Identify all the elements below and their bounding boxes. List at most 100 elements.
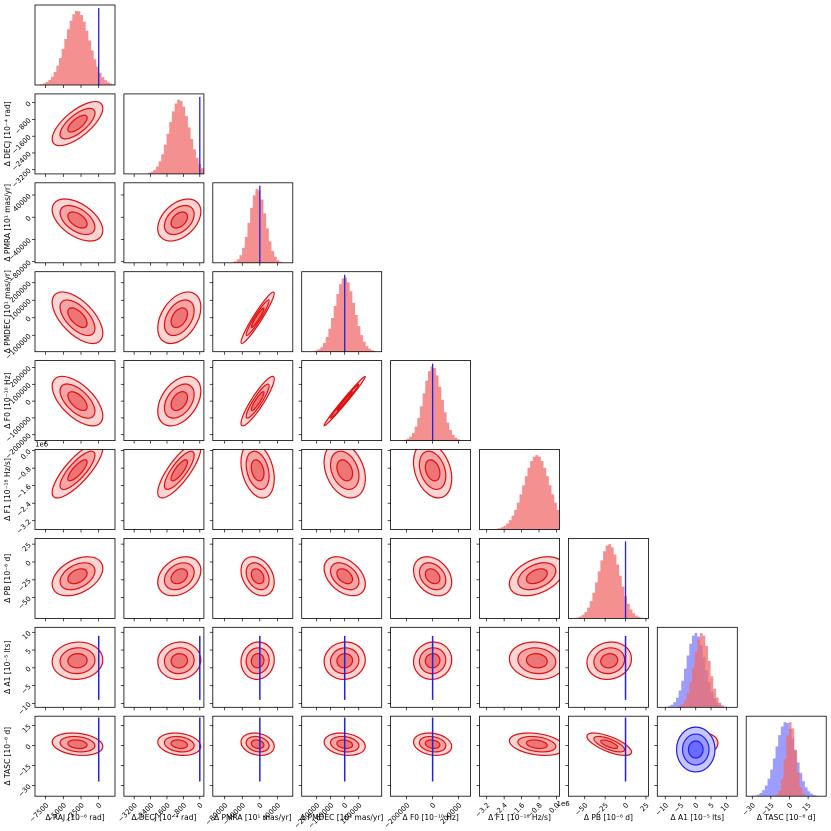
- y-axis-label: Δ F0 [10⁻¹⁰ Hz]: [3, 372, 12, 428]
- contour: [336, 459, 354, 482]
- x-axis-label: Δ PMDEC [10¹ mas/yr]: [300, 813, 383, 822]
- panel-frame: [123, 449, 205, 530]
- contour: [600, 653, 619, 669]
- x-axis-label: Δ PMRA [10¹ mas/yr]: [214, 813, 292, 822]
- panel-frame: [212, 182, 294, 264]
- contour: [170, 459, 189, 482]
- histogram: [35, 10, 115, 85]
- contour: [67, 114, 88, 133]
- panel: [746, 722, 827, 797]
- y-tick-label: 5: [24, 647, 33, 656]
- panel: [240, 635, 275, 700]
- x-tick-label: 10: [719, 801, 731, 813]
- panel: [568, 541, 649, 619]
- y-axis-label: Δ PB [10⁻⁶ d]: [3, 554, 12, 603]
- x-axis-label: Δ RAJ [10⁻⁶ rad]: [45, 813, 104, 822]
- panel-frame: [212, 538, 294, 619]
- panel: [51, 291, 104, 345]
- x-axis-label: Δ PB [10⁻⁶ d]: [584, 813, 633, 822]
- y-tick-label: −5: [20, 683, 33, 696]
- panel: [323, 449, 366, 499]
- panel-frame: [656, 626, 738, 708]
- panel: [508, 641, 560, 680]
- panel: [479, 455, 560, 530]
- panel-frame: [301, 715, 383, 797]
- panel-frame: [123, 93, 205, 175]
- x-tick-label: 0: [622, 801, 631, 810]
- x-axis-label: Δ F0 [10⁻¹⁰ Hz]: [402, 813, 458, 822]
- panel-frame: [34, 626, 116, 708]
- panel-frame: [745, 715, 827, 797]
- panel: [675, 726, 719, 773]
- contour: [424, 568, 441, 585]
- contour: [170, 211, 189, 229]
- y-axis-label: Δ TASC [10⁻⁶ d]: [3, 727, 12, 786]
- x-tick-label: −30: [741, 801, 757, 817]
- y-tick-label: −30: [17, 783, 33, 799]
- contour: [687, 740, 704, 759]
- panel-frame: [301, 626, 383, 708]
- panel: [157, 449, 202, 499]
- panel: [657, 632, 738, 708]
- contour: [250, 653, 265, 669]
- histogram: [301, 277, 382, 352]
- y-axis-label: Δ PMRA [10¹ mas/yr]: [3, 184, 12, 262]
- x-tick-label: 5: [707, 801, 716, 810]
- panel: [157, 291, 202, 345]
- x-tick-label: 15: [801, 801, 813, 813]
- y-tick-label: −50: [17, 595, 33, 611]
- contour: [170, 568, 189, 585]
- y-tick-label: 15: [21, 723, 33, 735]
- panel-frame: [212, 360, 294, 442]
- y-tick-label: −800: [14, 117, 33, 136]
- panel: [586, 717, 633, 782]
- panel: [240, 449, 275, 499]
- x-tick-label: −10: [654, 801, 670, 817]
- panel-frame: [479, 449, 560, 530]
- x-axis-label: Δ F1 [10⁻¹⁸ Hz/s]: [488, 813, 551, 822]
- panel-frame: [390, 360, 472, 442]
- panel-frame: [301, 449, 383, 530]
- panel-frame: [123, 360, 205, 442]
- y-tick-label: −3.2: [15, 518, 33, 536]
- panel: [157, 198, 202, 242]
- panel: [412, 449, 453, 499]
- contour: [67, 568, 88, 585]
- panel: [51, 375, 104, 427]
- panel-frame: [479, 538, 560, 619]
- contour: [170, 307, 189, 329]
- contour: [250, 307, 265, 329]
- panel: [301, 274, 382, 352]
- y-tick-label: 0: [24, 398, 33, 407]
- panel-frame: [34, 360, 116, 442]
- panel-frame: [212, 715, 294, 797]
- panel-frame: [34, 449, 116, 530]
- panel-frame: [123, 538, 205, 619]
- contour: [250, 391, 265, 412]
- contour: [170, 391, 189, 412]
- panel: [412, 635, 453, 700]
- panel-frame: [568, 715, 649, 797]
- contour: [250, 568, 265, 585]
- panel: [240, 717, 275, 782]
- panel: [51, 717, 104, 782]
- y-tick-label: −10: [17, 701, 33, 717]
- histogram: [479, 455, 560, 530]
- y-tick-label: 0: [24, 743, 33, 752]
- panel: [508, 556, 560, 597]
- panel: [412, 556, 453, 597]
- y-tick-label: 0: [24, 100, 33, 109]
- panel-frame: [568, 626, 649, 708]
- x-tick-label: 0: [341, 801, 350, 810]
- y-axis-label: Δ DECJ [10⁻⁴ rad]: [3, 101, 12, 166]
- y-tick-label: −1.6: [15, 482, 33, 500]
- panel: [51, 635, 104, 700]
- panel-frame: [123, 626, 205, 708]
- panel-frame: [301, 271, 383, 353]
- panel: [51, 556, 104, 597]
- panel: [323, 556, 366, 597]
- panel-frame: [34, 271, 116, 353]
- panel-frame: [390, 715, 472, 797]
- contour: [525, 568, 548, 585]
